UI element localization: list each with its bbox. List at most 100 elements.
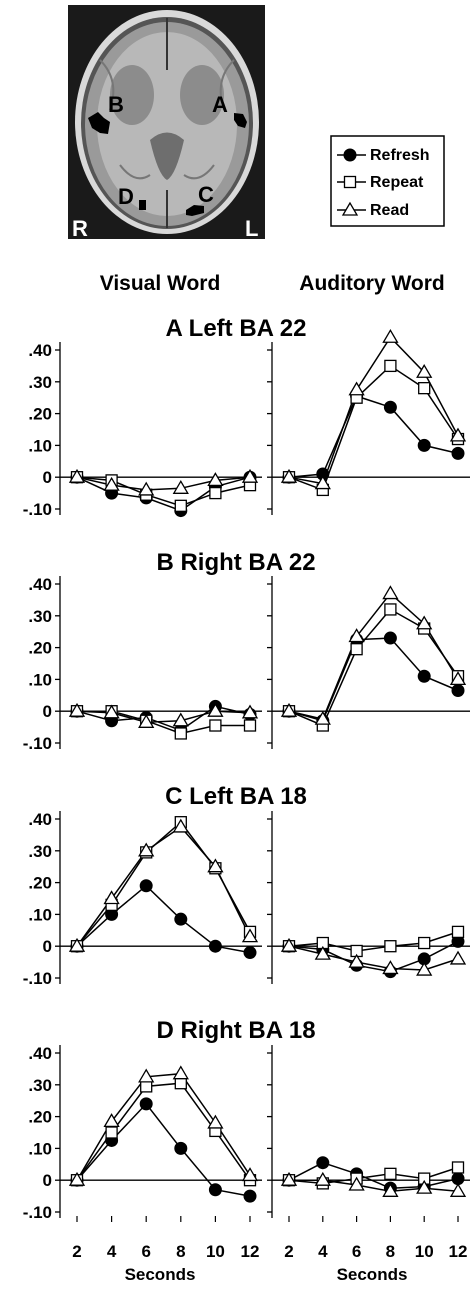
y-tick-label: .40 [28, 810, 52, 829]
y-tick-label: .30 [28, 607, 52, 626]
point-refresh [139, 1097, 153, 1111]
point-read [382, 328, 399, 343]
y-tick-label: .10 [28, 670, 52, 689]
series-line-read [288, 945, 459, 971]
point-repeat [174, 499, 187, 512]
row-title-d: D Right BA 18 [156, 1017, 315, 1044]
y-tick-label: .20 [28, 874, 52, 893]
point-read [416, 1179, 433, 1194]
panel-c-left-ba-18-auditory-word [267, 811, 470, 984]
point-refresh [174, 912, 188, 926]
y-tick-label: .40 [28, 575, 52, 594]
x-tick-label: 10 [206, 1242, 225, 1261]
point-read [241, 704, 259, 719]
point-read [382, 960, 399, 975]
point-read [280, 702, 298, 717]
y-tick-label: .30 [28, 1076, 52, 1095]
point-repeat [174, 727, 187, 740]
point-read [172, 1065, 189, 1080]
sulcus-occipital-right [183, 164, 215, 180]
series-line-repeat [77, 710, 250, 735]
point-read [382, 585, 399, 600]
y-tick-label: 0 [43, 1171, 52, 1190]
point-read [172, 480, 189, 494]
x-tick-label: 2 [72, 1242, 81, 1261]
point-read [241, 928, 259, 943]
right-lobe-shade [180, 65, 224, 125]
region-c-activation [186, 205, 204, 216]
point-read [416, 615, 433, 630]
legend-label-refresh: Refresh [370, 147, 430, 164]
point-read [207, 472, 224, 487]
point-repeat [105, 1126, 118, 1139]
point-refresh [383, 631, 397, 645]
series-line-refresh [76, 884, 251, 954]
legend-marker-read [341, 201, 359, 216]
y-tick-label: .30 [28, 842, 52, 861]
point-read [280, 937, 298, 952]
brain-scan-image: B A D C R L [68, 5, 265, 241]
y-tick-label: -.10 [23, 969, 52, 988]
y-tick-label: .30 [28, 373, 52, 392]
series-line-read [288, 592, 459, 720]
legend-marker-refresh [343, 148, 357, 162]
point-read [449, 1183, 467, 1197]
point-read [314, 945, 331, 960]
column-header-visual: Visual Word [100, 272, 221, 295]
y-tick-label: .20 [28, 1108, 52, 1127]
y-tick-label: .10 [28, 1139, 52, 1158]
point-repeat [451, 925, 465, 939]
point-repeat [451, 1161, 465, 1174]
point-read [314, 475, 331, 490]
region-b-activation [88, 112, 110, 134]
point-read [68, 937, 86, 952]
point-repeat [384, 359, 397, 373]
point-read [416, 961, 433, 976]
point-refresh [208, 939, 222, 953]
y-tick-label: 0 [43, 468, 52, 487]
point-repeat [174, 1077, 187, 1090]
legend-label-repeat: Repeat [370, 174, 424, 191]
point-refresh [243, 946, 257, 960]
left-lobe-shade [110, 65, 154, 125]
point-repeat [209, 486, 222, 500]
point-read [241, 1167, 259, 1182]
x-tick-label: 6 [352, 1242, 361, 1261]
point-read [280, 1171, 298, 1186]
y-tick-label: .10 [28, 436, 52, 455]
point-refresh [383, 400, 397, 414]
point-read [241, 468, 259, 483]
row-title-c: C Left BA 18 [165, 783, 307, 810]
brain-label-r: R [72, 216, 88, 241]
point-read [172, 818, 189, 833]
point-read [449, 671, 467, 686]
y-tick-label: .20 [28, 639, 52, 658]
point-read [416, 363, 433, 378]
point-repeat [209, 719, 222, 732]
point-read [68, 468, 86, 483]
column-header-auditory: Auditory Word [299, 272, 444, 295]
point-read [68, 1171, 86, 1186]
brain-label-a: A [212, 92, 228, 117]
point-refresh [316, 1156, 330, 1170]
point-read [138, 1068, 155, 1083]
point-read [280, 468, 298, 483]
brain-label-c: C [198, 182, 214, 207]
brain-label-b: B [108, 92, 124, 117]
region-d-activation [139, 200, 146, 210]
point-refresh [451, 446, 465, 460]
series-line-repeat [76, 476, 251, 507]
sulcus-left [99, 59, 115, 111]
x-tick-label: 8 [176, 1242, 185, 1261]
series-line-refresh [76, 476, 251, 512]
point-read [314, 710, 331, 725]
point-read [103, 1113, 120, 1128]
panel-b-right-ba-22-visual-word: .40 .30 .20 .10 0 -.10 [23, 575, 262, 753]
legend-label-read: Read [370, 202, 409, 219]
point-read [172, 712, 189, 727]
series-line-read [76, 710, 251, 724]
y-tick-label: .20 [28, 405, 52, 424]
panel-d-right-ba-18-auditory-word [267, 1045, 470, 1218]
y-tick-label: 0 [43, 937, 52, 956]
